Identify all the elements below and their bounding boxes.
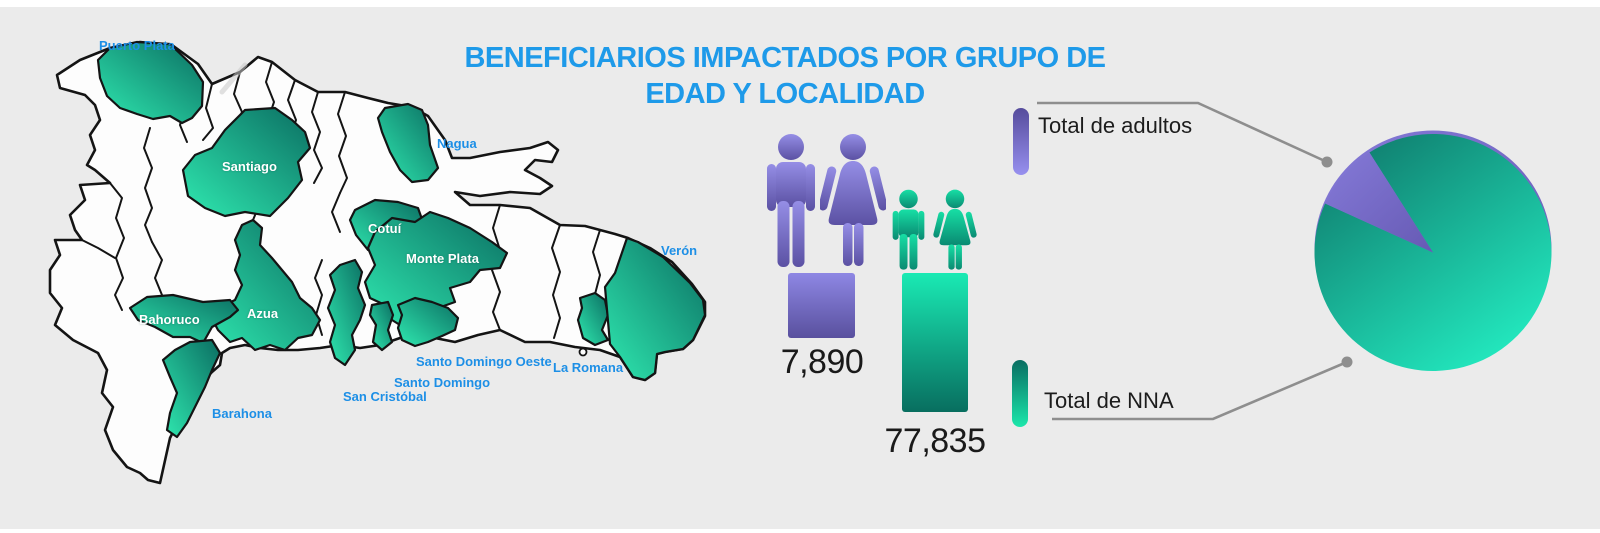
dominican-republic-map	[48, 40, 707, 485]
province-santo-domingo-oeste	[368, 300, 395, 352]
map-label-cotui: Cotuí	[368, 221, 402, 236]
province-la-romana	[576, 291, 610, 347]
province-santiago	[181, 106, 312, 218]
nna-bar	[902, 273, 968, 412]
catalina-island	[578, 347, 588, 357]
nna-callout-dot	[1341, 356, 1353, 368]
map-label-san-cristobal: San Cristóbal	[343, 389, 427, 404]
map-crease	[219, 62, 248, 95]
page-title: BENEFICIARIOS IMPACTADOS POR GRUPO DE ED…	[455, 40, 1115, 112]
province-puerto-plata	[96, 40, 205, 125]
age-group-pie-chart	[1314, 130, 1552, 371]
page-title-line1: BENEFICIARIOS IMPACTADOS POR GRUPO DE	[464, 42, 1106, 74]
map-label-santo-domingo: Santo Domingo	[394, 375, 491, 390]
adults-callout-dot	[1321, 156, 1333, 168]
map-label-santo-domingo-oeste: Santo Domingo Oeste	[416, 354, 552, 369]
girl-icon	[933, 189, 977, 270]
map-label-nagua: Nagua	[437, 136, 477, 151]
province-veron	[603, 236, 707, 382]
province-san-cristobal	[326, 258, 367, 367]
man-icon	[767, 134, 815, 267]
province-azua	[200, 218, 322, 352]
province-bahoruco	[128, 293, 240, 345]
adults-bar	[788, 273, 855, 338]
map-label-puerto-plata: Puerto Plata	[99, 38, 175, 53]
top-border-strip	[0, 0, 1600, 7]
adults-value: 7,890	[780, 343, 864, 381]
nna-legend-pill	[1012, 360, 1028, 427]
province-barahona	[161, 338, 222, 439]
highlighted-provinces	[96, 40, 707, 439]
page-title-line2: EDAD Y LOCALIDAD	[645, 78, 925, 110]
nna-value: 77,835	[884, 422, 987, 460]
map-label-monte-plata: Monte Plata	[406, 251, 479, 266]
pie-purple-rim	[1314, 130, 1552, 368]
map-label-veron: Verón	[661, 243, 698, 258]
map-label-la-romana: La Romana	[553, 360, 624, 375]
adults-legend-pill	[1013, 108, 1029, 175]
map-label-azua: Azua	[247, 306, 279, 321]
nna-legend-label: Total de NNA	[1044, 388, 1174, 413]
map-label-santiago: Santiago	[222, 159, 277, 174]
woman-icon	[820, 134, 886, 266]
province-nagua	[376, 102, 440, 184]
adults-legend-label: Total de adultos	[1038, 113, 1193, 138]
map-label-barahona: Barahona	[212, 406, 272, 421]
bottom-border-strip	[0, 529, 1600, 533]
pie-slice-nna	[1314, 133, 1552, 371]
province-monte-plata	[363, 210, 509, 332]
pie-slice-adults	[1325, 152, 1433, 253]
boy-icon	[892, 189, 925, 270]
map-label-bahoruco: Bahoruco	[139, 312, 200, 327]
province-santo-domingo	[396, 296, 460, 348]
